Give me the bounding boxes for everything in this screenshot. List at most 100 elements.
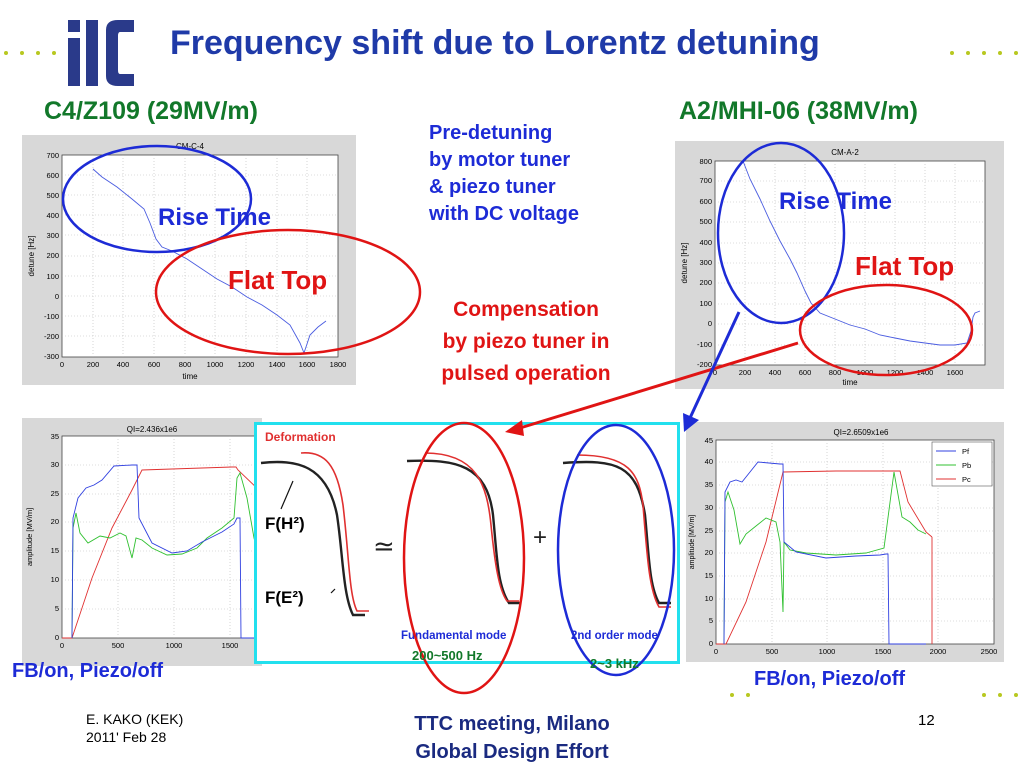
y-tick: 35: [51, 432, 59, 441]
y-tick: 200: [46, 251, 59, 260]
pre-detuning-note: Pre-detuning by motor tuner & piezo tune…: [429, 120, 579, 228]
y-tick: 5: [709, 616, 713, 625]
x-tick: 500: [766, 647, 779, 656]
y-tick: -100: [44, 312, 59, 321]
pre-detuning-line: & piezo tuner: [429, 176, 556, 198]
plot-title: CM-A-2: [831, 148, 859, 157]
y-tick: 20: [705, 548, 713, 557]
y-tick: 25: [51, 489, 59, 498]
compensation-line: by piezo tuner in: [442, 330, 610, 353]
compensation-line: Compensation: [453, 298, 599, 321]
x-tick: 400: [117, 360, 130, 369]
right-heading: A2/MHI-06 (38MV/m): [679, 97, 918, 125]
x-tick: 1000: [166, 641, 183, 650]
y-tick: 700: [46, 151, 59, 160]
legend-pb: Pb: [962, 461, 971, 470]
x-tick: 1000: [819, 647, 836, 656]
y-tick: 300: [46, 231, 59, 240]
y-tick: 30: [51, 460, 59, 469]
x-tick: 0: [60, 641, 64, 650]
x-tick: 0: [60, 360, 64, 369]
plot-title: QI=2.6509x1e6: [834, 428, 889, 437]
pre-detuning-line: with DC voltage: [429, 203, 580, 225]
deformation-inset: Deformation F(H²) F(E²) ≃ + Fundamental …: [254, 422, 680, 664]
x-tick: 1200: [887, 368, 904, 377]
ilc-logo: [62, 10, 142, 90]
right-amplitude-svg: QI=2.6509x1e6 Pf Pb Pc 0 500 1000 1500 2…: [689, 428, 998, 656]
y-tick: 400: [46, 211, 59, 220]
second-order-mode-label: 2nd order mode: [571, 630, 658, 642]
pre-detuning-arrow: [688, 311, 741, 419]
flat-top-label-left: Flat Top: [228, 265, 328, 295]
plot-title: CM-C-4: [176, 142, 205, 151]
rise-time-ellipse-right: [716, 141, 846, 325]
legend-pc: Pc: [962, 475, 971, 484]
pre-detuning-line: by motor tuner: [429, 149, 571, 171]
footer-author-block: E. KAKO (KEK) 2011' Feb 28: [86, 710, 183, 746]
x-tick: 500: [112, 641, 125, 650]
right-detune-svg: CM-A-2 time detune [Hz] 0 200 400 600 80…: [680, 148, 986, 387]
y-tick: 15: [51, 546, 59, 555]
y-tick: 300: [699, 258, 712, 267]
freq-range-fundamental: 200~500 Hz: [412, 648, 483, 663]
y-label: detune [Hz]: [680, 243, 689, 284]
y-tick: 500: [46, 191, 59, 200]
y-tick: 5: [55, 604, 59, 613]
y-tick: 800: [699, 157, 712, 166]
x-tick: 1200: [238, 360, 255, 369]
compensation-note: Compensation by piezo tuner in pulsed op…: [404, 294, 648, 390]
x-tick: 0: [713, 368, 717, 377]
y-tick: 100: [46, 272, 59, 281]
compensation-arrow-head: [505, 420, 524, 436]
y-tick: 10: [51, 575, 59, 584]
deformation-inset-svg: Deformation F(H²) F(E²) ≃ + Fundamental …: [260, 430, 671, 642]
y-ticks: 0 5 10 15 20 25 30 35: [51, 432, 59, 642]
x-tick: 1000: [207, 360, 224, 369]
y-label: amplitude [MV/m]: [689, 515, 696, 570]
y-tick: 600: [46, 171, 59, 180]
x-tick: 1600: [299, 360, 316, 369]
y-tick: -100: [697, 340, 712, 349]
dotted-line-right: [730, 51, 1018, 697]
footer-effort: Global Design Effort: [415, 741, 609, 763]
y-tick: 15: [705, 571, 713, 580]
left-heading: C4/Z109 (29MV/m): [44, 97, 258, 125]
plot-title: QI=2.436x1e6: [127, 425, 178, 434]
y-tick: 0: [55, 292, 59, 301]
x-tick: 400: [769, 368, 782, 377]
x-tick: 1400: [269, 360, 286, 369]
left-detune-svg: CM-C-4 time detune [Hz] 0 200 400 600 80…: [27, 142, 347, 381]
f-e2-label: F(E²): [265, 588, 304, 607]
x-tick: 200: [87, 360, 100, 369]
fb-label-right: FB/on, Piezo/off: [754, 668, 906, 690]
flat-top-ellipse-left: [154, 228, 422, 356]
x-tick: 600: [148, 360, 161, 369]
x-tick: 1500: [875, 647, 892, 656]
slide-title: Frequency shift due to Lorentz detuning: [170, 24, 820, 62]
y-tick: 20: [51, 517, 59, 526]
y-tick: 45: [705, 436, 713, 445]
x-tick: 1800: [330, 360, 347, 369]
y-tick: -200: [44, 332, 59, 341]
x-tick: 2500: [981, 647, 998, 656]
x-label: time: [842, 378, 858, 387]
freq-range-second-order: 2~3 kHz: [590, 656, 639, 671]
fundamental-mode-label: Fundamental mode: [401, 630, 506, 642]
rise-time-ellipse-left: [61, 144, 253, 254]
y-tick: 0: [708, 319, 712, 328]
y-tick: 10: [705, 594, 713, 603]
x-tick: 1500: [222, 641, 239, 650]
y-tick: 600: [699, 197, 712, 206]
footer-center-block: TTC meeting, Milano Global Design Effort: [352, 710, 672, 766]
footer-meeting: TTC meeting, Milano: [414, 713, 610, 735]
y-tick: 35: [705, 480, 713, 489]
y-tick: 400: [699, 238, 712, 247]
y-label: detune [Hz]: [27, 236, 36, 277]
f-h2-label: F(H²): [265, 514, 305, 533]
approx-sign: ≃: [373, 531, 395, 561]
plus-sign: +: [533, 524, 547, 551]
x-label: time: [182, 372, 198, 381]
y-tick: -300: [44, 352, 59, 361]
